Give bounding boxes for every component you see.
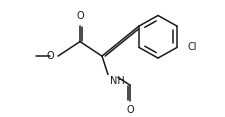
Text: Cl: Cl [186,42,196,52]
Text: O: O [46,51,54,61]
Text: O: O [126,105,133,115]
Text: O: O [76,11,83,21]
Text: NH: NH [110,76,124,86]
